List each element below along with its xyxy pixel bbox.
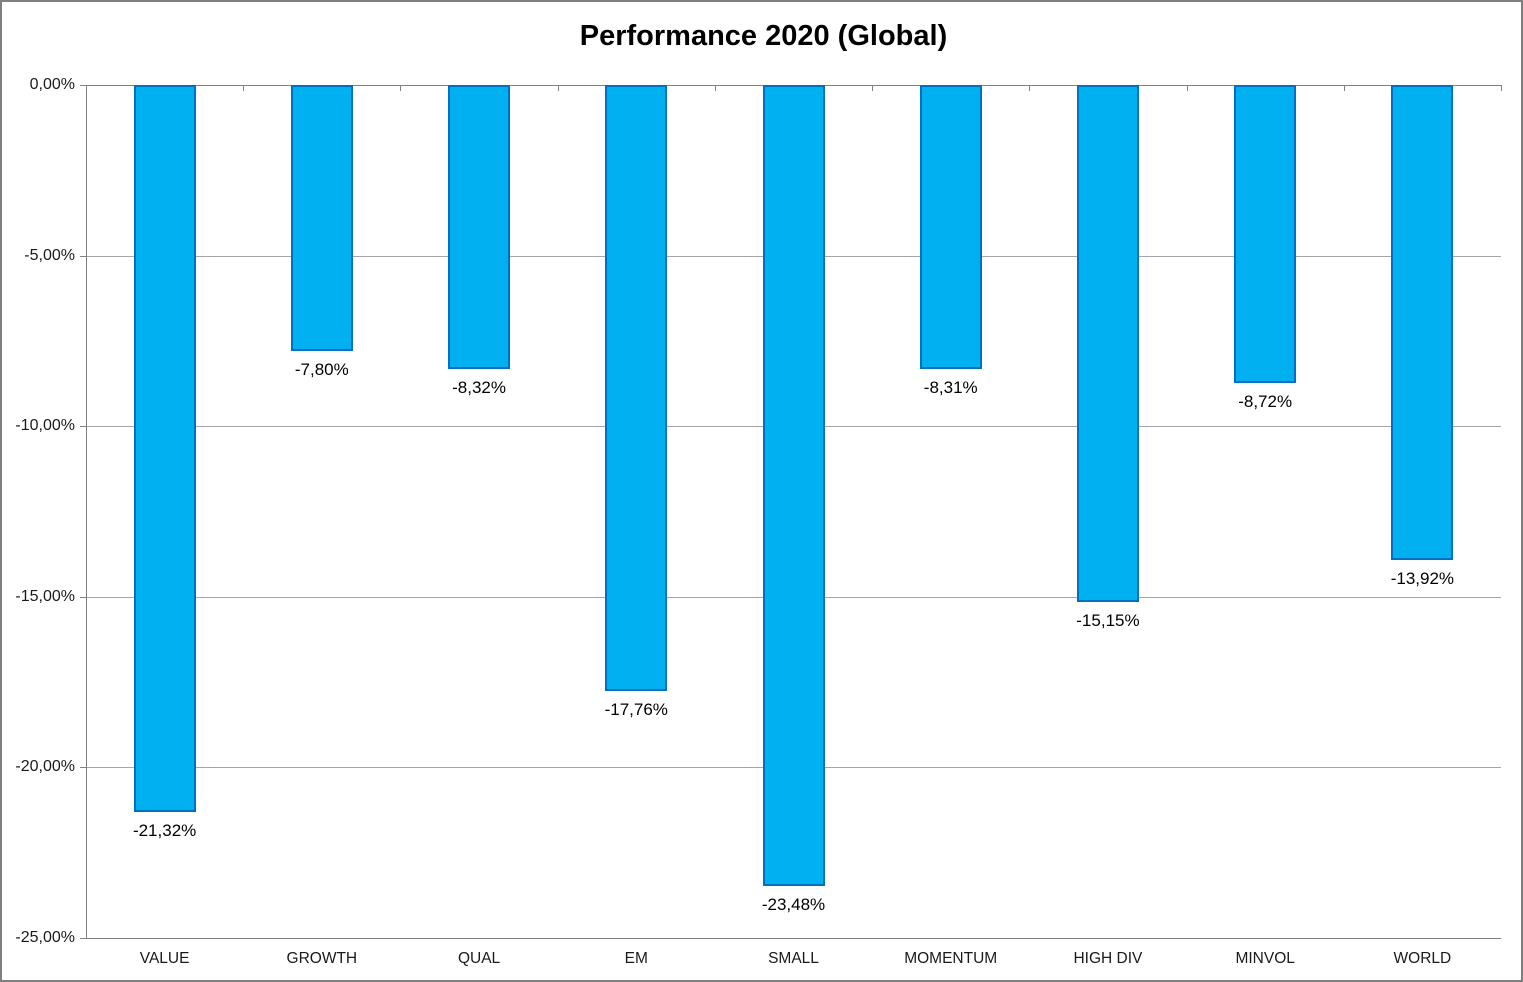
y-axis-tick — [80, 255, 86, 257]
category-axis-tick — [400, 85, 402, 91]
bar — [919, 85, 982, 369]
y-tick-label: -20,00% — [15, 758, 75, 776]
bar — [762, 85, 825, 887]
y-axis-tick — [80, 596, 86, 598]
bar — [133, 85, 196, 813]
bar-value-label: -8,32% — [452, 377, 506, 397]
y-axis-line — [86, 85, 87, 938]
bar-value-label: -21,32% — [132, 821, 197, 841]
category-label: MOMENTUM — [904, 950, 998, 967]
bar-value-label: -8,31% — [923, 377, 978, 397]
category-label: EM — [624, 950, 648, 967]
y-axis-tick — [80, 767, 86, 769]
y-tick-label: 0,00% — [29, 76, 75, 93]
category-label: MINVOL — [1235, 950, 1295, 967]
category-axis-tick — [1029, 85, 1031, 91]
category-axis-tick — [1186, 85, 1188, 91]
category-label: GROWTH — [286, 950, 358, 967]
category-axis-tick — [1501, 85, 1502, 91]
category-axis-tick — [1343, 85, 1345, 91]
category-label: WORLD — [1393, 950, 1452, 967]
category-label: QUAL — [457, 950, 501, 967]
category-axis-tick — [872, 85, 874, 91]
category-label: VALUE — [139, 950, 190, 967]
category-axis-tick — [714, 85, 716, 91]
y-axis-tick — [80, 426, 86, 428]
bar-value-label: -7,80% — [294, 360, 349, 380]
bar — [1391, 85, 1454, 560]
y-tick-label: -15,00% — [15, 587, 75, 605]
category-axis-tick — [557, 85, 559, 91]
bar — [290, 85, 353, 352]
category-label: HIGH DIV — [1073, 950, 1143, 967]
chart-title: Performance 2020 (Global) — [579, 20, 948, 52]
bar-value-label: -13,92% — [1390, 568, 1455, 588]
bar-value-label: -17,76% — [604, 699, 668, 719]
category-label: SMALL — [768, 950, 819, 967]
bar — [1076, 85, 1139, 602]
category-axis-tick — [243, 85, 245, 91]
y-tick-label: -25,00% — [15, 929, 75, 946]
y-tick-label: -10,00% — [15, 417, 75, 435]
bar-value-label: -8,72% — [1238, 391, 1293, 411]
gridline — [86, 938, 1501, 939]
category-axis-tick — [86, 85, 87, 91]
bar — [605, 85, 668, 691]
bar-value-label: -23,48% — [761, 895, 826, 915]
bar — [1234, 85, 1297, 383]
y-axis-tick — [80, 85, 86, 86]
bar-value-label: -15,15% — [1076, 610, 1140, 630]
y-axis-tick — [80, 938, 86, 939]
bar — [448, 85, 511, 369]
y-tick-label: -5,00% — [24, 246, 75, 264]
